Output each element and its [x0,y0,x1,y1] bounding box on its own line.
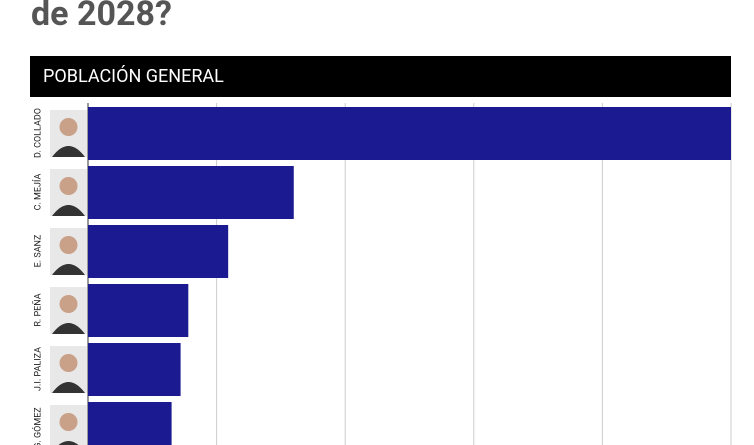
y-tick-label: R. PEÑA [32,293,43,326]
y-tick-label: G. GÓMEZ [31,407,43,445]
bar [88,343,181,396]
y-tick-label: J.I. PALIZA [33,347,43,391]
photo-body [52,205,85,216]
photo-body [52,146,85,157]
photo-head [59,177,78,195]
y-tick-label: E. SANZ [33,234,43,267]
candidate-photo [50,346,87,393]
photo-body [52,264,85,275]
photo-body [58,441,79,445]
candidate-photo [50,110,87,157]
bar [88,225,229,278]
bar [88,402,172,445]
candidate-photo [50,228,87,275]
header-bar [30,56,731,97]
y-tick-label: C. MEJÍA [31,173,43,210]
photo-body [52,382,85,393]
candidate-photo [50,405,87,445]
candidate-photo [50,169,87,216]
chart-title: POBLACIÓN GENERAL [43,65,224,87]
photo-head [59,118,78,136]
bar [88,166,294,219]
bar [88,284,189,337]
photo-head [59,354,78,372]
photo-head [59,413,78,431]
photo-head [59,295,78,313]
y-tick-label: D. COLLADO [33,108,43,158]
candidate-photo [50,287,87,334]
photo-body [52,323,85,334]
photo-head [59,236,78,254]
bar [88,107,731,160]
page-title: de 2028? [31,0,172,34]
